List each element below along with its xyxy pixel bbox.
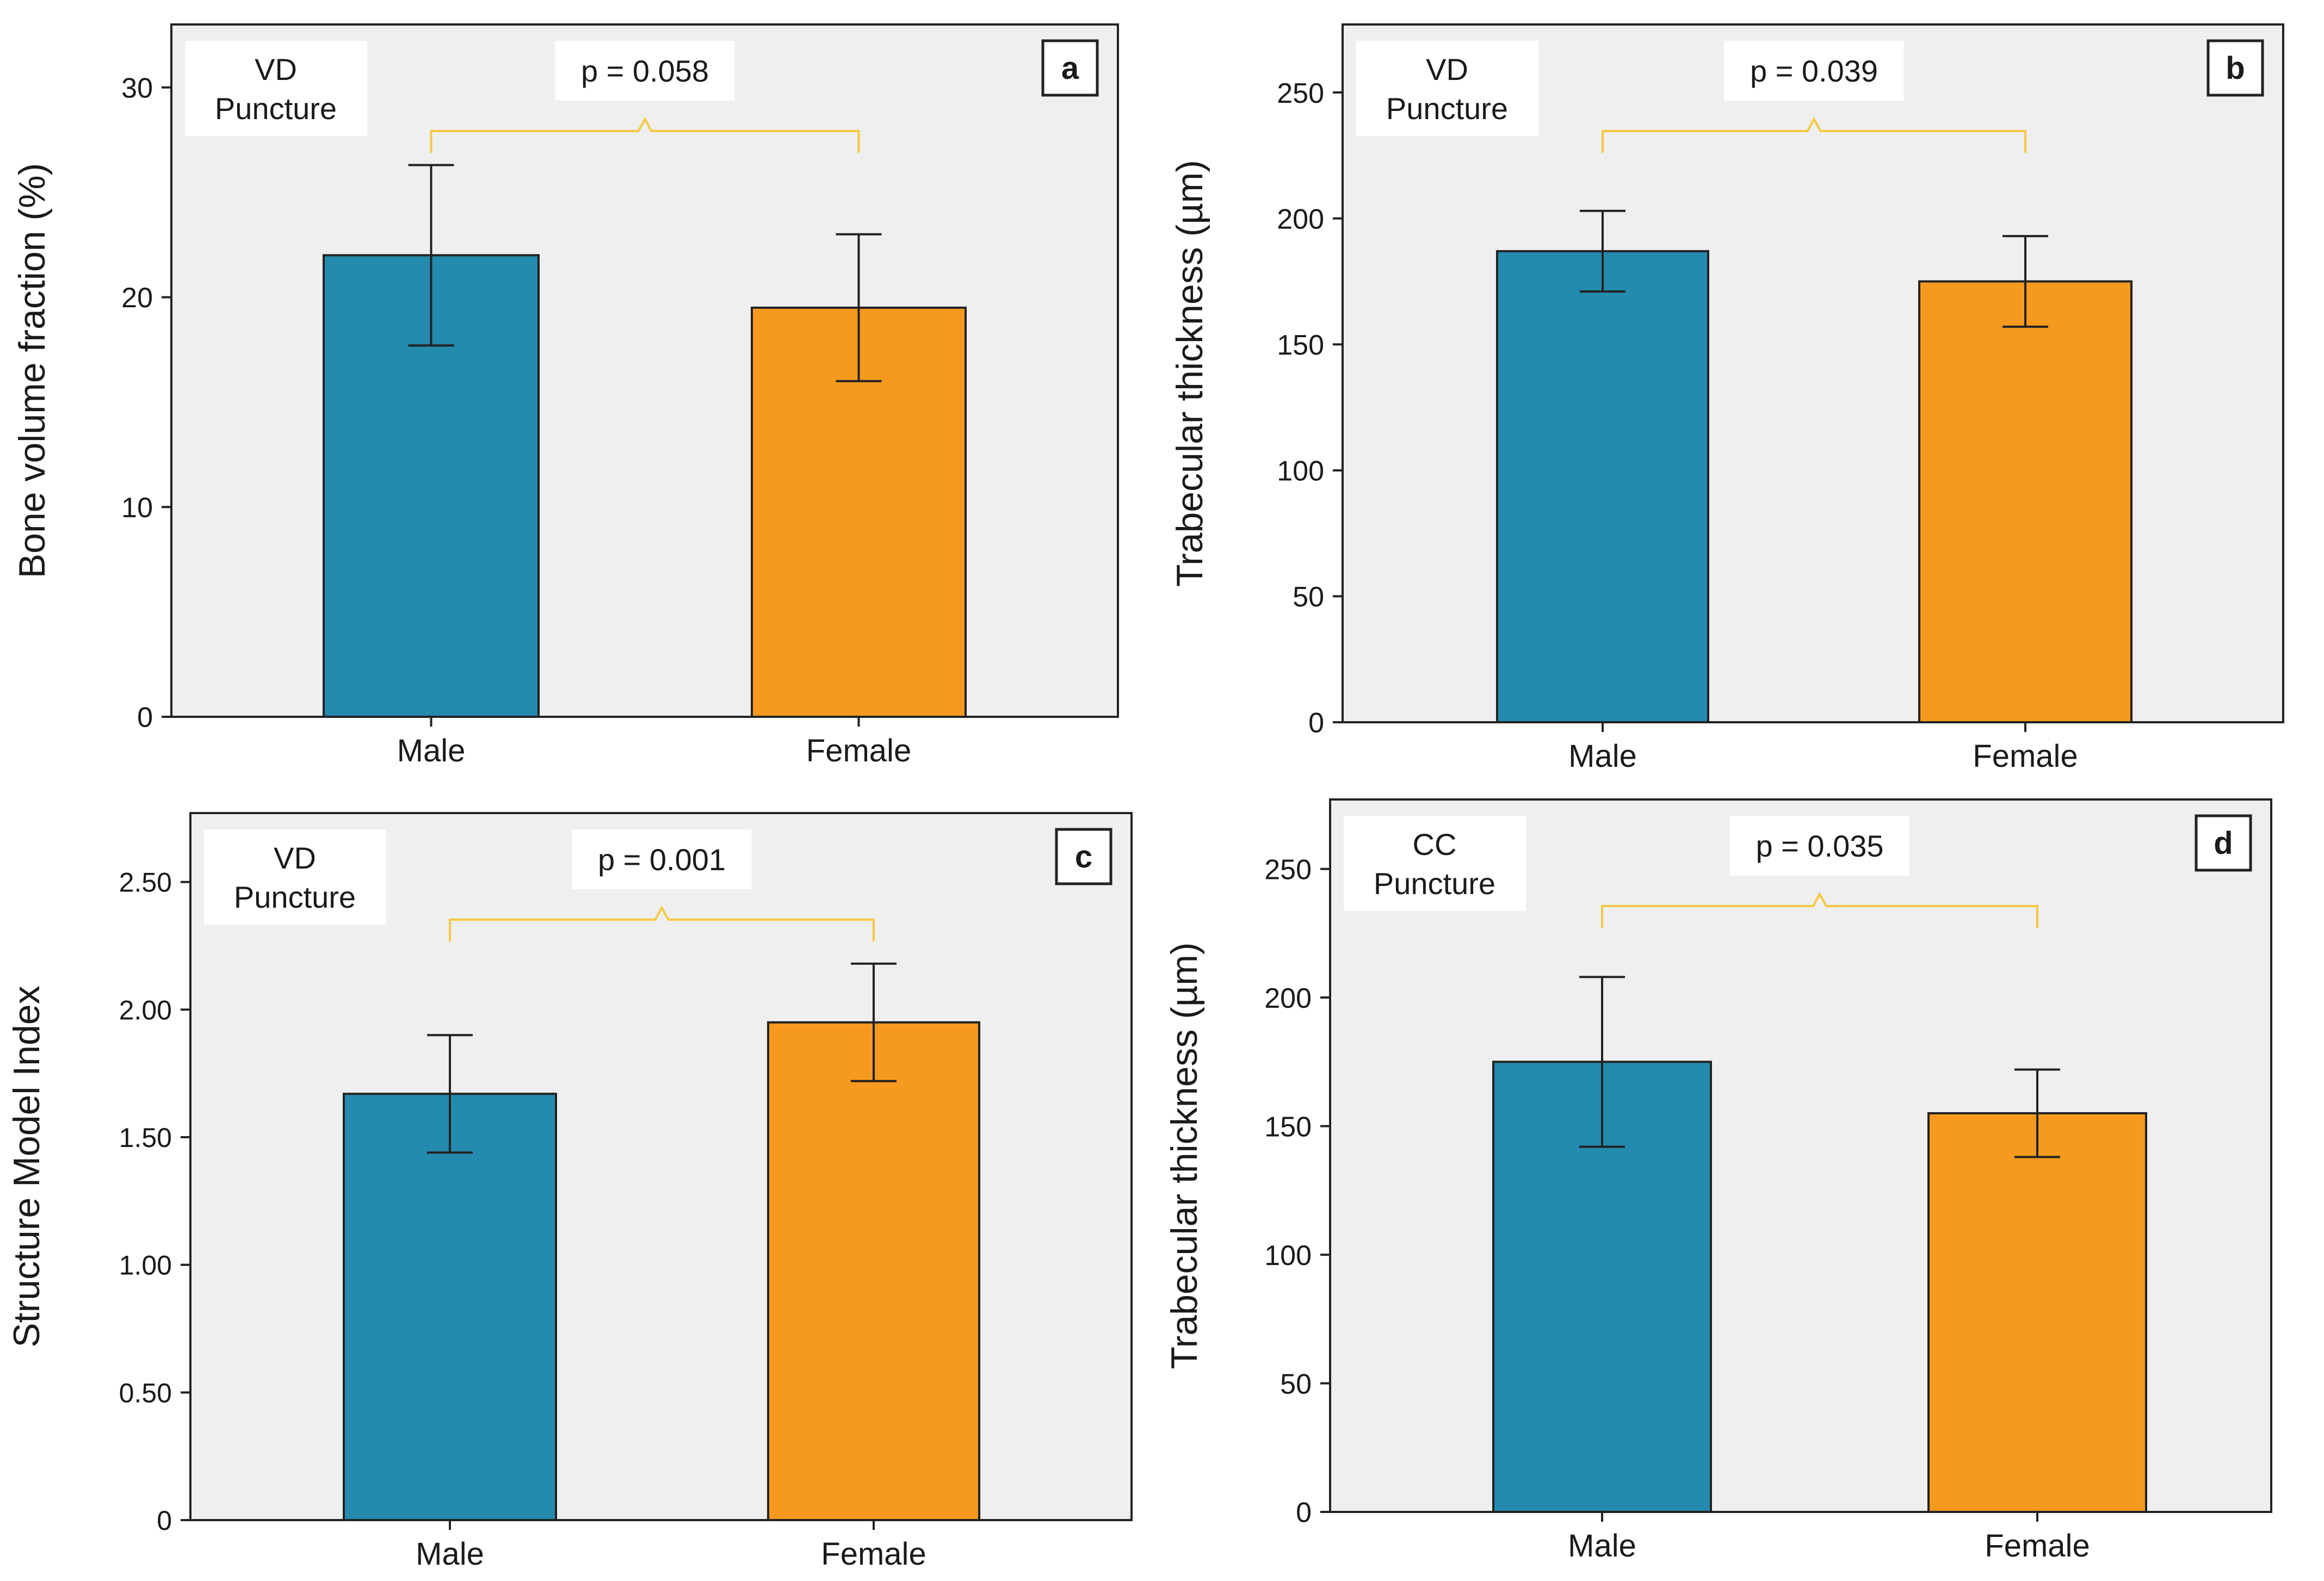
y-tick-label: 1.00 — [119, 1250, 172, 1281]
p-value-label: p = 0.035 — [1756, 829, 1883, 863]
significance-bracket — [1601, 891, 2038, 928]
p-value-label: p = 0.001 — [598, 842, 726, 877]
annotation-line: VD — [1426, 52, 1468, 86]
annotation-line: Puncture — [1374, 866, 1495, 901]
panel-label-box — [2206, 39, 2264, 97]
y-tick-label: 50 — [1280, 1368, 1312, 1400]
panel-label: a — [1061, 51, 1079, 86]
y-axis-label: Structure Model Index — [6, 985, 47, 1347]
error-bar-male — [1579, 976, 1625, 1148]
x-tick-label: Female — [1973, 739, 2078, 774]
p-value-label: p = 0.039 — [1750, 54, 1878, 88]
y-tick-label: 250 — [1264, 854, 1312, 885]
y-tick-label: 0 — [137, 702, 153, 734]
chart-panel-b: 0 50 100 150 200 250 Trabecular thickness (µm)… — [1169, 23, 2284, 774]
bar-female — [767, 1021, 980, 1521]
y-tick-label: 30 — [121, 72, 153, 104]
annotation-box — [185, 41, 367, 136]
annotation-line: Puncture — [215, 91, 337, 126]
y-tick-label: 0 — [157, 1505, 172, 1536]
x-tick-label: Male — [1568, 1528, 1636, 1564]
y-tick-label: 2.00 — [119, 995, 172, 1025]
annotation-box — [204, 829, 386, 925]
y-tick-label: 20 — [121, 282, 153, 314]
y-tick-label: 100 — [1264, 1240, 1312, 1272]
panel-label: d — [2214, 826, 2233, 861]
x-tick-label: Female — [806, 733, 911, 768]
p-value-box — [1724, 41, 1904, 101]
x-tick-label: Male — [397, 733, 466, 768]
y-tick-label: 200 — [1264, 983, 1312, 1014]
chart-panel-d: 0 50 100 150 200 250 Trabecular thickness (µm)… — [1164, 798, 2272, 1564]
y-tick-label: 10 — [121, 492, 153, 524]
y-tick-label: 200 — [1277, 203, 1324, 235]
significance-bracket — [430, 116, 860, 153]
y-tick-label: 250 — [1277, 78, 1324, 109]
y-tick-label: 0 — [1308, 708, 1324, 739]
y-axis-label: Trabecular thickness (µm) — [1164, 943, 1205, 1369]
p-value-box — [555, 41, 735, 101]
panel-label: c — [1075, 839, 1092, 875]
annotation-line: VD — [255, 52, 297, 86]
x-tick-label: Male — [1568, 739, 1637, 774]
p-value-box — [572, 829, 752, 889]
bar-male — [1496, 250, 1709, 723]
annotation-line: VD — [274, 841, 316, 875]
chart-panel-a: 0 10 20 30 Bone volume fraction (%) Male Femal… — [11, 23, 1119, 768]
x-tick-label: Female — [821, 1536, 926, 1572]
y-tick-label: 1.50 — [119, 1123, 172, 1153]
error-bar-male — [1580, 209, 1625, 293]
error-bar-female — [851, 962, 897, 1082]
bar-female — [1918, 280, 2133, 723]
annotation-box — [1344, 816, 1526, 911]
annotation-box — [1356, 41, 1538, 136]
y-tick-label: 0.50 — [119, 1378, 172, 1408]
panel-label-box — [1055, 828, 1112, 885]
p-value-label: p = 0.058 — [581, 54, 709, 88]
y-axis-label: Trabecular thickness (µm) — [1169, 160, 1210, 587]
annotation-line: Puncture — [1386, 91, 1508, 126]
significance-bracket — [449, 905, 875, 941]
error-bar-female — [836, 233, 882, 382]
error-bar-male — [408, 164, 454, 347]
y-axis-label: Bone volume fraction (%) — [11, 163, 53, 578]
error-bar-female — [2002, 235, 2048, 328]
p-value-box — [1730, 816, 1909, 876]
y-tick-label: 150 — [1277, 330, 1324, 361]
annotation-line: Puncture — [234, 880, 356, 914]
y-tick-label: 100 — [1277, 456, 1324, 487]
y-tick-label: 150 — [1264, 1111, 1312, 1143]
annotation-line: CC — [1413, 827, 1457, 861]
bar-male — [343, 1093, 557, 1521]
chart-panel-c: 0 0.50 1.00 1.50 2.00 2.50 Structure Model Ind… — [6, 812, 1133, 1572]
error-bar-female — [2014, 1068, 2060, 1158]
bar-female — [1927, 1112, 2147, 1513]
panel-label-box — [2195, 814, 2252, 872]
panel-label: b — [2226, 51, 2245, 86]
x-tick-label: Female — [1985, 1528, 2090, 1564]
y-tick-label: 0 — [1296, 1497, 1312, 1529]
x-tick-label: Male — [416, 1536, 484, 1572]
y-tick-label: 50 — [1293, 581, 1324, 613]
significance-bracket — [1602, 116, 2026, 153]
y-tick-label: 2.50 — [119, 867, 172, 898]
panel-label-box — [1041, 39, 1099, 97]
error-bar-male — [427, 1034, 473, 1154]
